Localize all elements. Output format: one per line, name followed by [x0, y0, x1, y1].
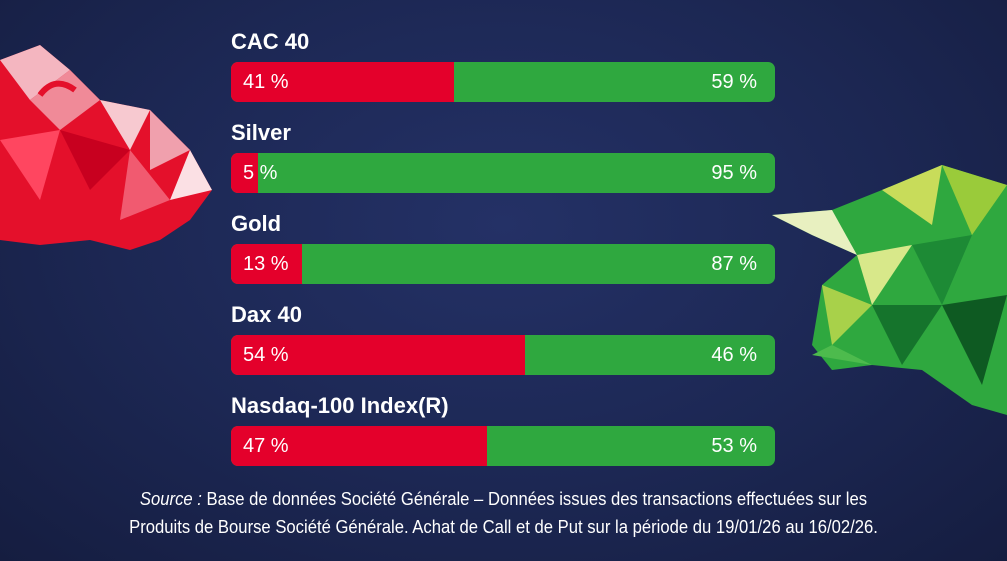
put-value-label: 13 %: [243, 253, 289, 275]
category-label: Silver: [231, 120, 291, 145]
put-value-label: 41 %: [243, 71, 289, 93]
call-value-label: 95 %: [711, 162, 757, 184]
put-bar: [231, 62, 455, 102]
put-bar: [231, 335, 525, 375]
put-bar: [231, 244, 302, 284]
category-label: Nasdaq-100 Index(R): [231, 393, 449, 418]
call-bar: 41 % 59 %: [231, 62, 775, 102]
source-line-1: Base de données Société Générale – Donné…: [201, 488, 868, 509]
call-bar: 47 % 53 %: [231, 426, 775, 466]
source-line-2: Produits de Bourse Société Générale. Ach…: [129, 516, 878, 537]
call-value-label: 46 %: [711, 344, 757, 366]
category-label: CAC 40: [231, 29, 310, 54]
put-value-label: 5 %: [243, 162, 278, 184]
put-bar: [231, 153, 259, 193]
put-bar: [231, 426, 487, 466]
call-value-label: 87 %: [711, 253, 757, 275]
call-value-label: 59 %: [711, 71, 757, 93]
source-note: Source : Base de données Société Général…: [50, 485, 956, 541]
put-value-label: 54 %: [243, 344, 289, 366]
call-bar: 5 % 95 %: [231, 153, 775, 193]
category-label: Dax 40: [231, 302, 302, 327]
put-value-label: 47 %: [243, 435, 289, 457]
category-label: Gold: [231, 211, 282, 236]
bear-illustration: [0, 45, 212, 250]
bull-illustration: [772, 165, 1007, 415]
call-value-label: 53 %: [711, 435, 757, 457]
call-bar: 13 % 87 %: [231, 244, 775, 284]
source-prefix: Source :: [139, 488, 202, 509]
call-bar: 54 % 46 %: [231, 335, 775, 375]
